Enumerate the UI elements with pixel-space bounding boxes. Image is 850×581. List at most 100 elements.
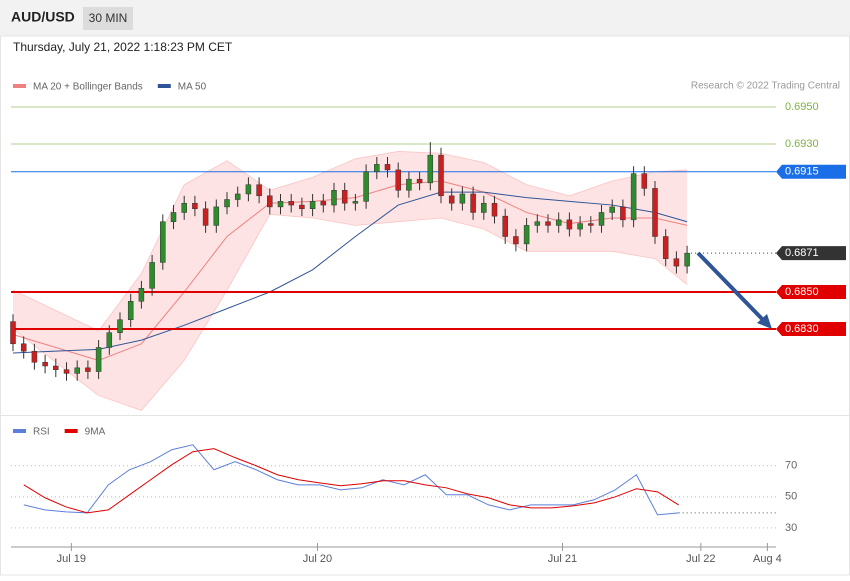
level-label-box [776, 284, 846, 299]
forecast-arrowhead [757, 314, 772, 329]
legend-swatch [157, 84, 171, 88]
candle-body [299, 204, 305, 210]
level-label: 0.6950 [785, 101, 819, 113]
candle-body [74, 367, 80, 374]
ma50 [12, 191, 688, 354]
candle-body [545, 221, 551, 226]
candle-body [192, 202, 198, 210]
candle-body [106, 332, 113, 348]
candle-body [662, 236, 669, 259]
candle-body [534, 221, 541, 226]
candle-body [95, 347, 102, 372]
candle-body [213, 206, 220, 226]
level-label-box [776, 246, 846, 261]
candle-body [363, 171, 369, 202]
candle-body [256, 184, 262, 197]
candle-body [448, 195, 455, 204]
candle-body [352, 201, 359, 204]
level-label: 0.6850 [785, 286, 819, 298]
candle-body [245, 184, 252, 195]
candle-body [598, 212, 605, 226]
credit: Research © 2022 Trading Central [691, 81, 840, 92]
candle-body [620, 206, 626, 221]
interval[interactable]: 30 MIN [89, 11, 128, 25]
candle-body [406, 178, 412, 191]
candle-body [555, 219, 562, 226]
legend-swatch [64, 429, 78, 433]
candle-body [513, 236, 519, 245]
candle-body [609, 206, 615, 213]
candle-body [577, 223, 583, 230]
candle-body [641, 173, 648, 189]
candle-body [63, 369, 70, 374]
candle-body [320, 201, 327, 206]
candle-body [234, 193, 241, 200]
candle-body [470, 193, 476, 213]
candle-body [331, 190, 337, 206]
candle-body [85, 367, 91, 372]
x-tick-label: Jul 20 [303, 553, 332, 565]
legend-label: 9MA [85, 427, 106, 438]
x-tick-label: Jul 21 [548, 553, 577, 565]
candle-body [673, 258, 680, 267]
candle-body [459, 193, 466, 204]
x-tick-label: Jul 22 [686, 553, 715, 565]
candle-body [31, 350, 38, 363]
level-label-box [776, 164, 846, 179]
candle-body [523, 225, 530, 245]
candle-body [502, 215, 508, 237]
candle-body [277, 201, 284, 208]
candle-body [438, 154, 444, 197]
bollinger-band [13, 151, 688, 411]
candle-body [309, 201, 316, 210]
y-tick-label: 70 [785, 460, 797, 472]
legend-label: MA 20 + Bollinger Bands [33, 82, 143, 93]
header-bar [0, 0, 850, 36]
indicator-line [23, 444, 679, 516]
candle-body [481, 202, 487, 213]
level-label: 0.6871 [785, 247, 819, 259]
candle-body [160, 221, 166, 263]
candle-body [202, 208, 209, 226]
candle-body [267, 195, 273, 208]
forecast-arrow [696, 251, 768, 325]
symbol: AUD/USD [11, 9, 75, 25]
level-label: 0.6930 [785, 138, 819, 150]
y-tick-label: 50 [785, 491, 797, 503]
x-tick-label: Aug 4 [753, 553, 782, 565]
candle-body [395, 169, 401, 191]
candle-body [42, 362, 48, 367]
candle-body [53, 365, 59, 370]
candle-body [427, 154, 434, 184]
candle-body [341, 190, 348, 204]
candle-body [20, 343, 27, 352]
candle-body [170, 212, 177, 222]
candle-body [138, 288, 145, 302]
interval-box[interactable] [83, 7, 133, 30]
candle-body [652, 188, 658, 237]
candle-body [491, 202, 498, 217]
y-tick-label: 30 [785, 522, 797, 534]
candle-body [288, 201, 294, 206]
candle-body [588, 223, 594, 226]
legend-label: MA 50 [178, 82, 207, 93]
legend-swatch [13, 84, 26, 88]
legend-swatch [13, 429, 26, 433]
candle-body [374, 164, 380, 173]
candle-body [149, 262, 155, 289]
candle-body [566, 219, 573, 230]
candle-body [684, 252, 690, 267]
timestamp: Thursday, July 21, 2022 1:18:23 PM CET [13, 40, 233, 54]
level-label-box [776, 321, 846, 336]
lower-band [12, 213, 688, 411]
legend-label: RSI [33, 427, 50, 438]
candle-body [181, 202, 187, 213]
candle-body [10, 321, 16, 345]
candle-body [224, 199, 230, 208]
x-tick-label: Jul 19 [57, 553, 86, 565]
candle-body [630, 173, 637, 221]
level-label: 0.6915 [785, 166, 819, 178]
candle-body [117, 319, 123, 333]
